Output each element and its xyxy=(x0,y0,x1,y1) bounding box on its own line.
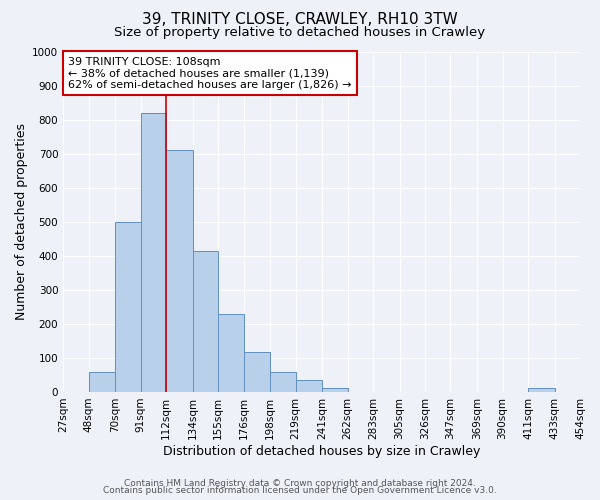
Bar xyxy=(322,388,347,392)
Text: 39, TRINITY CLOSE, CRAWLEY, RH10 3TW: 39, TRINITY CLOSE, CRAWLEY, RH10 3TW xyxy=(142,12,458,28)
Bar xyxy=(166,150,193,392)
Bar xyxy=(193,250,218,392)
Bar xyxy=(296,380,322,392)
Bar xyxy=(140,113,166,392)
Bar xyxy=(528,388,554,392)
Bar xyxy=(270,372,296,392)
Y-axis label: Number of detached properties: Number of detached properties xyxy=(15,123,28,320)
Text: Contains public sector information licensed under the Open Government Licence v3: Contains public sector information licen… xyxy=(103,486,497,495)
Text: Contains HM Land Registry data © Crown copyright and database right 2024.: Contains HM Land Registry data © Crown c… xyxy=(124,478,476,488)
X-axis label: Distribution of detached houses by size in Crawley: Distribution of detached houses by size … xyxy=(163,444,480,458)
Text: 39 TRINITY CLOSE: 108sqm
← 38% of detached houses are smaller (1,139)
62% of sem: 39 TRINITY CLOSE: 108sqm ← 38% of detach… xyxy=(68,56,352,90)
Bar xyxy=(244,352,270,392)
Text: Size of property relative to detached houses in Crawley: Size of property relative to detached ho… xyxy=(115,26,485,39)
Bar xyxy=(218,314,244,392)
Bar xyxy=(115,222,140,392)
Bar xyxy=(89,372,115,392)
